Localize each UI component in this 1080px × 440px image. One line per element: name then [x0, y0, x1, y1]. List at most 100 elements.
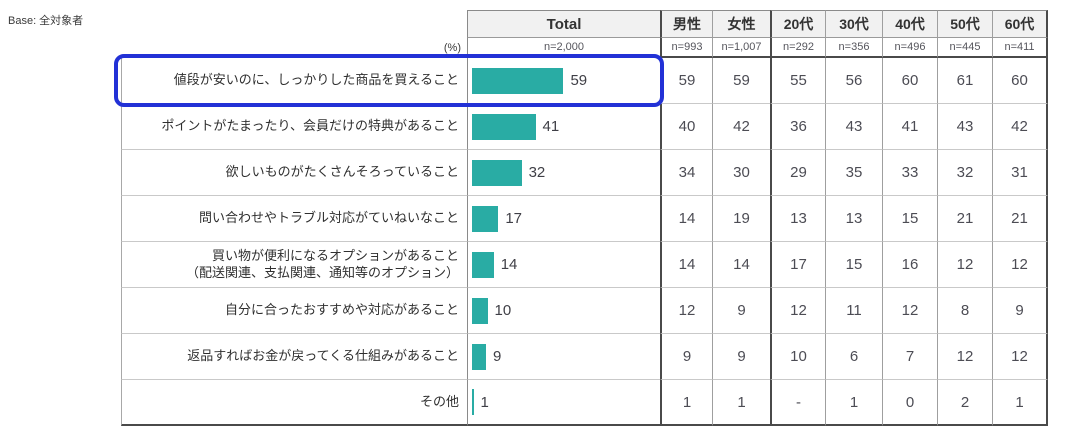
data-cell: 13: [770, 196, 825, 242]
data-cell: 34: [660, 150, 712, 196]
data-cell: 60: [882, 58, 937, 104]
data-cell: 1: [825, 380, 882, 426]
data-cell: 29: [770, 150, 825, 196]
row-label: 自分に合ったおすすめや対応があること: [121, 288, 467, 334]
total-bar-cell: 32: [467, 150, 660, 196]
data-cell: -: [770, 380, 825, 426]
data-cell: 12: [992, 242, 1048, 288]
row-label: 返品すればお金が戻ってくる仕組みがあること: [121, 334, 467, 380]
bar-value: 10: [494, 302, 512, 319]
data-cell: 33: [882, 150, 937, 196]
row-label: その他: [121, 380, 467, 426]
row-label: 買い物が便利になるオプションがあること （配送関連、支払関連、通知等のオプション）: [121, 242, 467, 288]
row-label: 値段が安いのに、しっかりした商品を買えること: [121, 58, 467, 104]
n-cell-20s: n=292: [770, 38, 825, 58]
row-label-text: 値段が安いのに、しっかりした商品を買えること: [173, 72, 459, 88]
data-cell: 9: [712, 288, 770, 334]
header-cell-40s: 40代: [882, 10, 937, 38]
row-label-text: 欲しいものがたくさんそろっていること: [225, 164, 459, 180]
header-cell-50s: 50代: [937, 10, 992, 38]
total-bar-cell: 9: [467, 334, 660, 380]
data-cell: 14: [712, 242, 770, 288]
data-cell: 12: [937, 242, 992, 288]
data-cell: 14: [660, 242, 712, 288]
n-cell-total: n=2,000: [467, 38, 660, 58]
data-cell: 42: [712, 104, 770, 150]
data-cell: 8: [937, 288, 992, 334]
data-cell: 10: [770, 334, 825, 380]
data-cell: 21: [937, 196, 992, 242]
data-cell: 11: [825, 288, 882, 334]
n-cell-male: n=993: [660, 38, 712, 58]
total-bar-cell: 59: [467, 58, 660, 104]
row-label-text: 買い物が便利になるオプションがあること: [211, 248, 459, 264]
total-bar: [472, 113, 536, 140]
row-label: 問い合わせやトラブル対応がていねいなこと: [121, 196, 467, 242]
data-cell: 61: [937, 58, 992, 104]
data-cell: 36: [770, 104, 825, 150]
data-cell: 13: [825, 196, 882, 242]
header-cell-male: 男性: [660, 10, 712, 38]
n-cell-40s: n=496: [882, 38, 937, 58]
data-cell: 41: [882, 104, 937, 150]
total-bar-cell: 17: [467, 196, 660, 242]
data-cell: 0: [882, 380, 937, 426]
data-cell: 35: [825, 150, 882, 196]
data-cell: 1: [992, 380, 1048, 426]
n-cell-60s: n=411: [992, 38, 1048, 58]
row-label-text: その他: [419, 393, 459, 409]
n-cell-female: n=1,007: [712, 38, 770, 58]
bar-value: 41: [542, 118, 560, 135]
data-cell: 15: [825, 242, 882, 288]
row-label-text: 返品すればお金が戻ってくる仕組みがあること: [187, 348, 459, 364]
data-cell: 12: [992, 334, 1048, 380]
data-cell: 1: [712, 380, 770, 426]
total-bar-cell: 14: [467, 242, 660, 288]
data-cell: 17: [770, 242, 825, 288]
data-cell: 15: [882, 196, 937, 242]
n-cell-50s: n=445: [937, 38, 992, 58]
header-cell-30s: 30代: [825, 10, 882, 38]
data-cell: 56: [825, 58, 882, 104]
header-cell-60s: 60代: [992, 10, 1048, 38]
data-cell: 59: [712, 58, 770, 104]
bar-value: 14: [500, 256, 518, 273]
row-label-text: ポイントがたまったり、会員だけの特典があること: [161, 118, 459, 134]
data-cell: 55: [770, 58, 825, 104]
header-cell-20s: 20代: [770, 10, 825, 38]
total-bar: [472, 251, 494, 278]
data-cell: 40: [660, 104, 712, 150]
row-label-text: 問い合わせやトラブル対応がていねいなこと: [198, 210, 459, 226]
data-cell: 19: [712, 196, 770, 242]
data-cell: 32: [937, 150, 992, 196]
bar-value: 32: [528, 164, 546, 181]
data-cell: 7: [882, 334, 937, 380]
data-cell: 6: [825, 334, 882, 380]
data-cell: 9: [992, 288, 1048, 334]
data-cell: 14: [660, 196, 712, 242]
base-label: Base: 全対象者: [8, 15, 84, 27]
header-cell-total: Total: [467, 10, 660, 38]
total-bar: [472, 343, 486, 370]
row-label-text: 自分に合ったおすすめや対応があること: [224, 302, 459, 318]
data-cell: 2: [937, 380, 992, 426]
data-cell: 9: [660, 334, 712, 380]
row-label: 欲しいものがたくさんそろっていること: [121, 150, 467, 196]
bar-value: 1: [480, 393, 489, 411]
data-cell: 9: [712, 334, 770, 380]
total-bar: [472, 159, 522, 186]
data-cell: 60: [992, 58, 1048, 104]
data-cell: 12: [937, 334, 992, 380]
row-label: ポイントがたまったり、会員だけの特典があること: [121, 104, 467, 150]
data-cell: 42: [992, 104, 1048, 150]
data-cell: 12: [660, 288, 712, 334]
results-table: Total 男性 女性 20代 30代 40代 50代 60代 (%) n=2,…: [121, 10, 1048, 426]
data-cell: 59: [660, 58, 712, 104]
total-bar: [472, 389, 474, 415]
data-cell: 1: [660, 380, 712, 426]
header-cell-female: 女性: [712, 10, 770, 38]
data-cell: 43: [937, 104, 992, 150]
row-label-subtext: （配送関連、支払関連、通知等のオプション）: [185, 264, 459, 280]
header-spacer: [121, 10, 467, 38]
